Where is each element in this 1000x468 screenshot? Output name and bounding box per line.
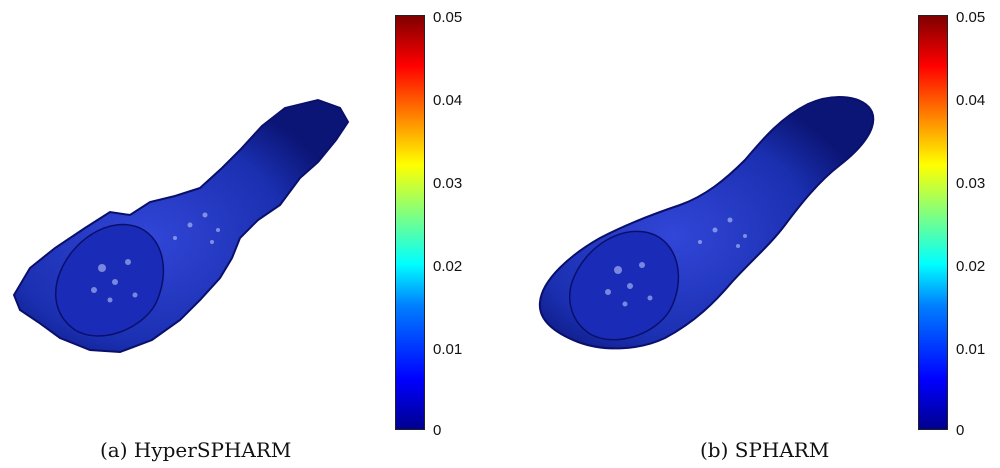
caption-hyperspharm: (a) HyperSPHARM bbox=[100, 438, 292, 462]
panel-spharm: 0.05 0.04 0.03 0.02 0.01 0 (b) SPHARM bbox=[500, 0, 1000, 468]
tick-label: 0.02 bbox=[433, 258, 463, 275]
tick-label: 0.04 bbox=[956, 92, 986, 109]
tick-label: 0.01 bbox=[956, 341, 986, 358]
tick-label: 0.05 bbox=[433, 9, 463, 26]
caption-spharm: (b) SPHARM bbox=[700, 438, 830, 462]
tick-label: 0.03 bbox=[433, 175, 463, 192]
tick-label: 0.04 bbox=[433, 92, 463, 109]
tick-label: 0 bbox=[956, 422, 965, 439]
panel-hyperspharm: 0.05 0.04 0.03 0.02 0.01 0 (a) HyperSPHA… bbox=[12, 9, 463, 462]
tick-label: 0.05 bbox=[956, 9, 986, 26]
tick-label: 0.03 bbox=[956, 175, 986, 192]
tick-label: 0.01 bbox=[433, 341, 463, 358]
tick-label: 0 bbox=[433, 422, 442, 439]
colorbar-spharm bbox=[918, 15, 948, 430]
colorbar-hyperspharm bbox=[395, 15, 425, 430]
surface-render-hyperspharm bbox=[12, 98, 350, 354]
tick-label: 0.02 bbox=[956, 258, 986, 275]
surface-render-spharm bbox=[538, 96, 875, 350]
